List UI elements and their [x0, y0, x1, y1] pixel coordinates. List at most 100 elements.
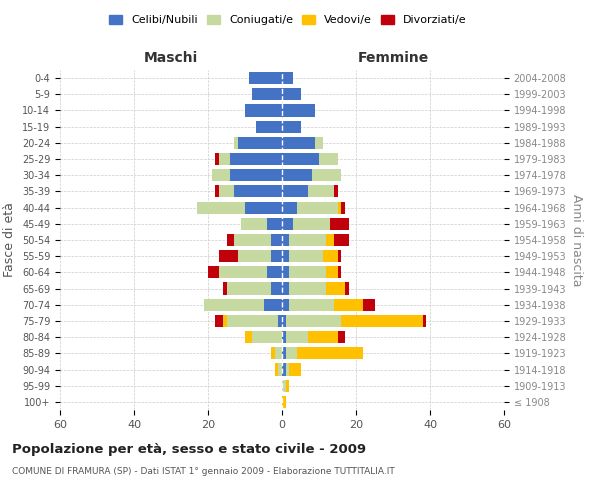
Bar [271, 250, 282, 262]
Bar [215, 315, 223, 327]
Bar [253, 331, 282, 343]
Bar [337, 266, 341, 278]
Bar [282, 315, 286, 327]
Bar [286, 348, 297, 360]
Bar [208, 266, 219, 278]
Bar [212, 169, 230, 181]
Bar [289, 234, 326, 246]
Bar [271, 282, 282, 294]
Bar [267, 218, 282, 230]
Bar [289, 282, 326, 294]
Bar [289, 364, 301, 376]
Bar [330, 218, 349, 230]
Bar [289, 298, 334, 311]
Bar [245, 331, 253, 343]
Text: Femmine: Femmine [358, 51, 428, 65]
Text: Maschi: Maschi [144, 51, 198, 65]
Bar [275, 348, 282, 360]
Bar [319, 153, 337, 165]
Bar [282, 298, 289, 311]
Bar [275, 364, 278, 376]
Bar [282, 153, 319, 165]
Bar [245, 202, 282, 213]
Bar [282, 186, 308, 198]
Bar [234, 137, 238, 149]
Bar [293, 218, 330, 230]
Bar [227, 315, 278, 327]
Bar [282, 234, 289, 246]
Text: COMUNE DI FRAMURA (SP) - Dati ISTAT 1° gennaio 2009 - Elaborazione TUTTITALIA.IT: COMUNE DI FRAMURA (SP) - Dati ISTAT 1° g… [12, 468, 395, 476]
Bar [219, 250, 238, 262]
Bar [337, 202, 341, 213]
Bar [282, 137, 316, 149]
Legend: Celibi/Nubili, Coniugati/e, Vedovi/e, Divorziati/e: Celibi/Nubili, Coniugati/e, Vedovi/e, Di… [105, 10, 471, 30]
Bar [337, 331, 345, 343]
Bar [345, 282, 349, 294]
Bar [289, 266, 326, 278]
Bar [297, 348, 364, 360]
Bar [230, 153, 282, 165]
Bar [282, 169, 311, 181]
Bar [422, 315, 426, 327]
Bar [282, 282, 289, 294]
Bar [334, 234, 349, 246]
Bar [249, 72, 282, 84]
Y-axis label: Anni di nascita: Anni di nascita [570, 194, 583, 286]
Bar [278, 315, 282, 327]
Bar [278, 364, 282, 376]
Bar [230, 169, 282, 181]
Bar [256, 120, 282, 132]
Bar [308, 331, 337, 343]
Bar [282, 104, 316, 117]
Bar [282, 202, 297, 213]
Bar [267, 266, 282, 278]
Bar [238, 137, 282, 149]
Y-axis label: Fasce di età: Fasce di età [4, 202, 16, 278]
Bar [238, 250, 271, 262]
Bar [282, 120, 301, 132]
Bar [282, 72, 293, 84]
Bar [334, 186, 337, 198]
Bar [286, 364, 289, 376]
Bar [341, 202, 345, 213]
Bar [219, 266, 267, 278]
Bar [219, 153, 230, 165]
Bar [286, 331, 308, 343]
Bar [308, 186, 334, 198]
Bar [204, 298, 263, 311]
Bar [197, 202, 245, 213]
Bar [219, 186, 234, 198]
Bar [234, 234, 271, 246]
Bar [364, 298, 374, 311]
Bar [326, 266, 337, 278]
Bar [323, 250, 337, 262]
Bar [326, 234, 334, 246]
Bar [334, 298, 364, 311]
Bar [282, 266, 289, 278]
Bar [282, 396, 286, 408]
Bar [282, 218, 293, 230]
Bar [282, 380, 286, 392]
Bar [282, 331, 286, 343]
Bar [241, 218, 267, 230]
Bar [326, 282, 345, 294]
Bar [286, 315, 341, 327]
Bar [282, 364, 286, 376]
Bar [215, 153, 219, 165]
Bar [289, 250, 323, 262]
Bar [223, 315, 227, 327]
Bar [234, 186, 282, 198]
Bar [337, 250, 341, 262]
Bar [311, 169, 341, 181]
Bar [271, 348, 275, 360]
Bar [282, 88, 301, 101]
Bar [263, 298, 282, 311]
Bar [282, 250, 289, 262]
Bar [297, 202, 337, 213]
Bar [341, 315, 422, 327]
Bar [223, 282, 227, 294]
Bar [227, 282, 271, 294]
Bar [316, 137, 323, 149]
Bar [245, 104, 282, 117]
Text: Popolazione per età, sesso e stato civile - 2009: Popolazione per età, sesso e stato civil… [12, 442, 366, 456]
